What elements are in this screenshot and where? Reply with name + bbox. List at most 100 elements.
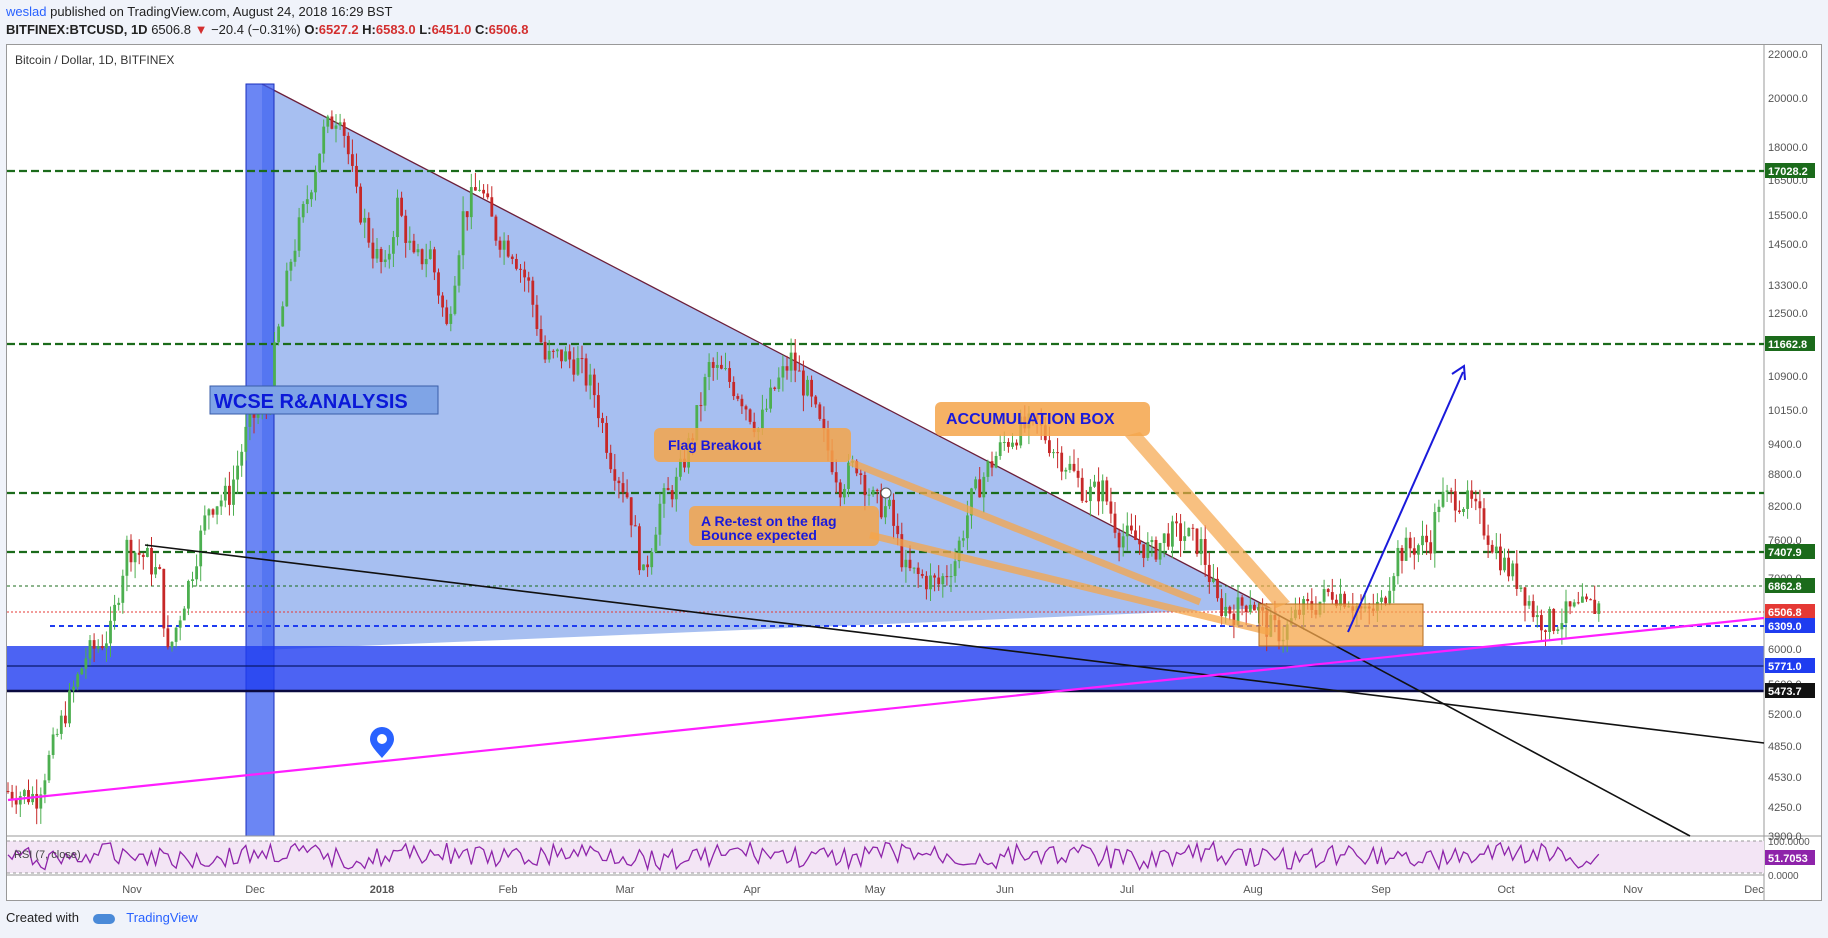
candle-body xyxy=(1089,486,1092,502)
candle-body xyxy=(121,575,125,603)
candle-body xyxy=(482,189,485,194)
candle-body xyxy=(1503,557,1506,571)
candle-body xyxy=(162,568,166,629)
candle-body xyxy=(633,525,637,527)
candle-body xyxy=(1146,542,1150,558)
candle-body xyxy=(1117,532,1121,548)
candle-body xyxy=(1150,539,1154,543)
candle-body xyxy=(1593,599,1597,614)
x-tick-label: Oct xyxy=(1497,884,1514,896)
candle-body xyxy=(933,575,936,578)
candle-body xyxy=(1490,544,1494,553)
candle-body xyxy=(355,165,358,187)
accumulation-callout-tail xyxy=(1125,432,1290,608)
candle-body xyxy=(990,461,994,468)
candle-body xyxy=(1511,563,1515,577)
candle-body xyxy=(1253,604,1256,611)
price-label-box xyxy=(1765,604,1815,619)
candle-body xyxy=(387,253,391,260)
drag-handle xyxy=(880,487,892,499)
down-arrow-icon: ▼ xyxy=(194,22,208,37)
candle-body xyxy=(490,197,494,217)
candle-body xyxy=(39,794,43,809)
candle-body xyxy=(109,620,112,644)
wcse-label: WCSE R&ANALYSIS xyxy=(214,391,408,413)
author-link[interactable]: weslad xyxy=(6,4,47,19)
candle-body xyxy=(1519,587,1523,589)
candle-body xyxy=(613,469,617,481)
candle-body xyxy=(564,351,567,362)
candle-body xyxy=(14,799,18,805)
retest-label-1: A Re-test on the flag xyxy=(701,513,837,529)
price-label-text: 6506.8 xyxy=(1768,607,1802,619)
candle-body xyxy=(838,482,842,498)
y-tick-label: 12500.0 xyxy=(1768,308,1808,320)
candle-body xyxy=(781,366,785,378)
candle-body xyxy=(310,192,313,200)
candle-body xyxy=(338,122,342,126)
candle-body xyxy=(982,476,986,498)
candle-body xyxy=(1015,442,1018,446)
candle-body xyxy=(1002,442,1006,444)
candle-body xyxy=(1470,490,1474,499)
candle-body xyxy=(248,406,252,427)
candle-body xyxy=(346,135,350,155)
candle-body xyxy=(1248,604,1252,613)
candle-body xyxy=(683,458,686,468)
candle-body xyxy=(141,554,145,557)
candle-body xyxy=(703,377,707,406)
price-label-text: 17028.2 xyxy=(1768,166,1808,178)
candle-body xyxy=(1589,599,1592,601)
candle-body xyxy=(1097,481,1100,502)
candle-body xyxy=(994,455,998,468)
candle-body xyxy=(92,640,96,649)
candle-body xyxy=(1113,513,1117,533)
candle-body xyxy=(1228,606,1232,614)
candle-body xyxy=(367,217,371,243)
candle-body xyxy=(203,515,207,531)
candle-body xyxy=(35,793,39,809)
candle-body xyxy=(1060,452,1064,472)
candle-body xyxy=(859,473,863,476)
candle-body xyxy=(609,452,613,470)
candle-body xyxy=(211,509,215,515)
flag-breakout-box xyxy=(654,428,851,462)
candle-body xyxy=(1507,557,1510,577)
candle-body xyxy=(457,255,461,286)
y-tick-label: 4530.0 xyxy=(1768,772,1802,784)
candle-body xyxy=(43,780,47,795)
candle-body xyxy=(1564,601,1568,624)
price-label-box xyxy=(1765,683,1815,698)
candle-body xyxy=(1183,536,1187,541)
candle-body xyxy=(215,506,219,515)
footer: Created with TradingView xyxy=(6,910,198,925)
candle-body xyxy=(654,534,658,553)
candle-body xyxy=(1388,590,1392,604)
candle-body xyxy=(785,366,789,371)
candle-body xyxy=(326,116,330,127)
candle-body xyxy=(711,362,715,368)
candle-body xyxy=(736,396,740,399)
candle-body xyxy=(1421,535,1424,546)
candle-body xyxy=(679,458,682,477)
candle-body xyxy=(154,567,157,575)
candle-body xyxy=(1576,602,1580,604)
candle-body xyxy=(761,409,764,429)
candle-body xyxy=(478,189,481,191)
tradingview-link[interactable]: TradingView xyxy=(126,910,198,925)
high-value: 6583.0 xyxy=(375,22,416,37)
candle-body xyxy=(1499,546,1502,571)
y-tick-label: 22000.0 xyxy=(1768,49,1808,61)
candle-body xyxy=(1056,452,1059,454)
candle-body xyxy=(51,734,55,755)
candle-body xyxy=(732,381,736,397)
y-tick-label: 15500.0 xyxy=(1768,210,1808,222)
vertical-band xyxy=(245,83,275,837)
candle-body xyxy=(174,627,178,642)
candle-body xyxy=(277,326,280,343)
candle-body xyxy=(23,790,26,797)
x-tick-label: Jun xyxy=(996,884,1014,896)
candle-body xyxy=(1125,525,1129,537)
candle-body xyxy=(1433,512,1437,554)
